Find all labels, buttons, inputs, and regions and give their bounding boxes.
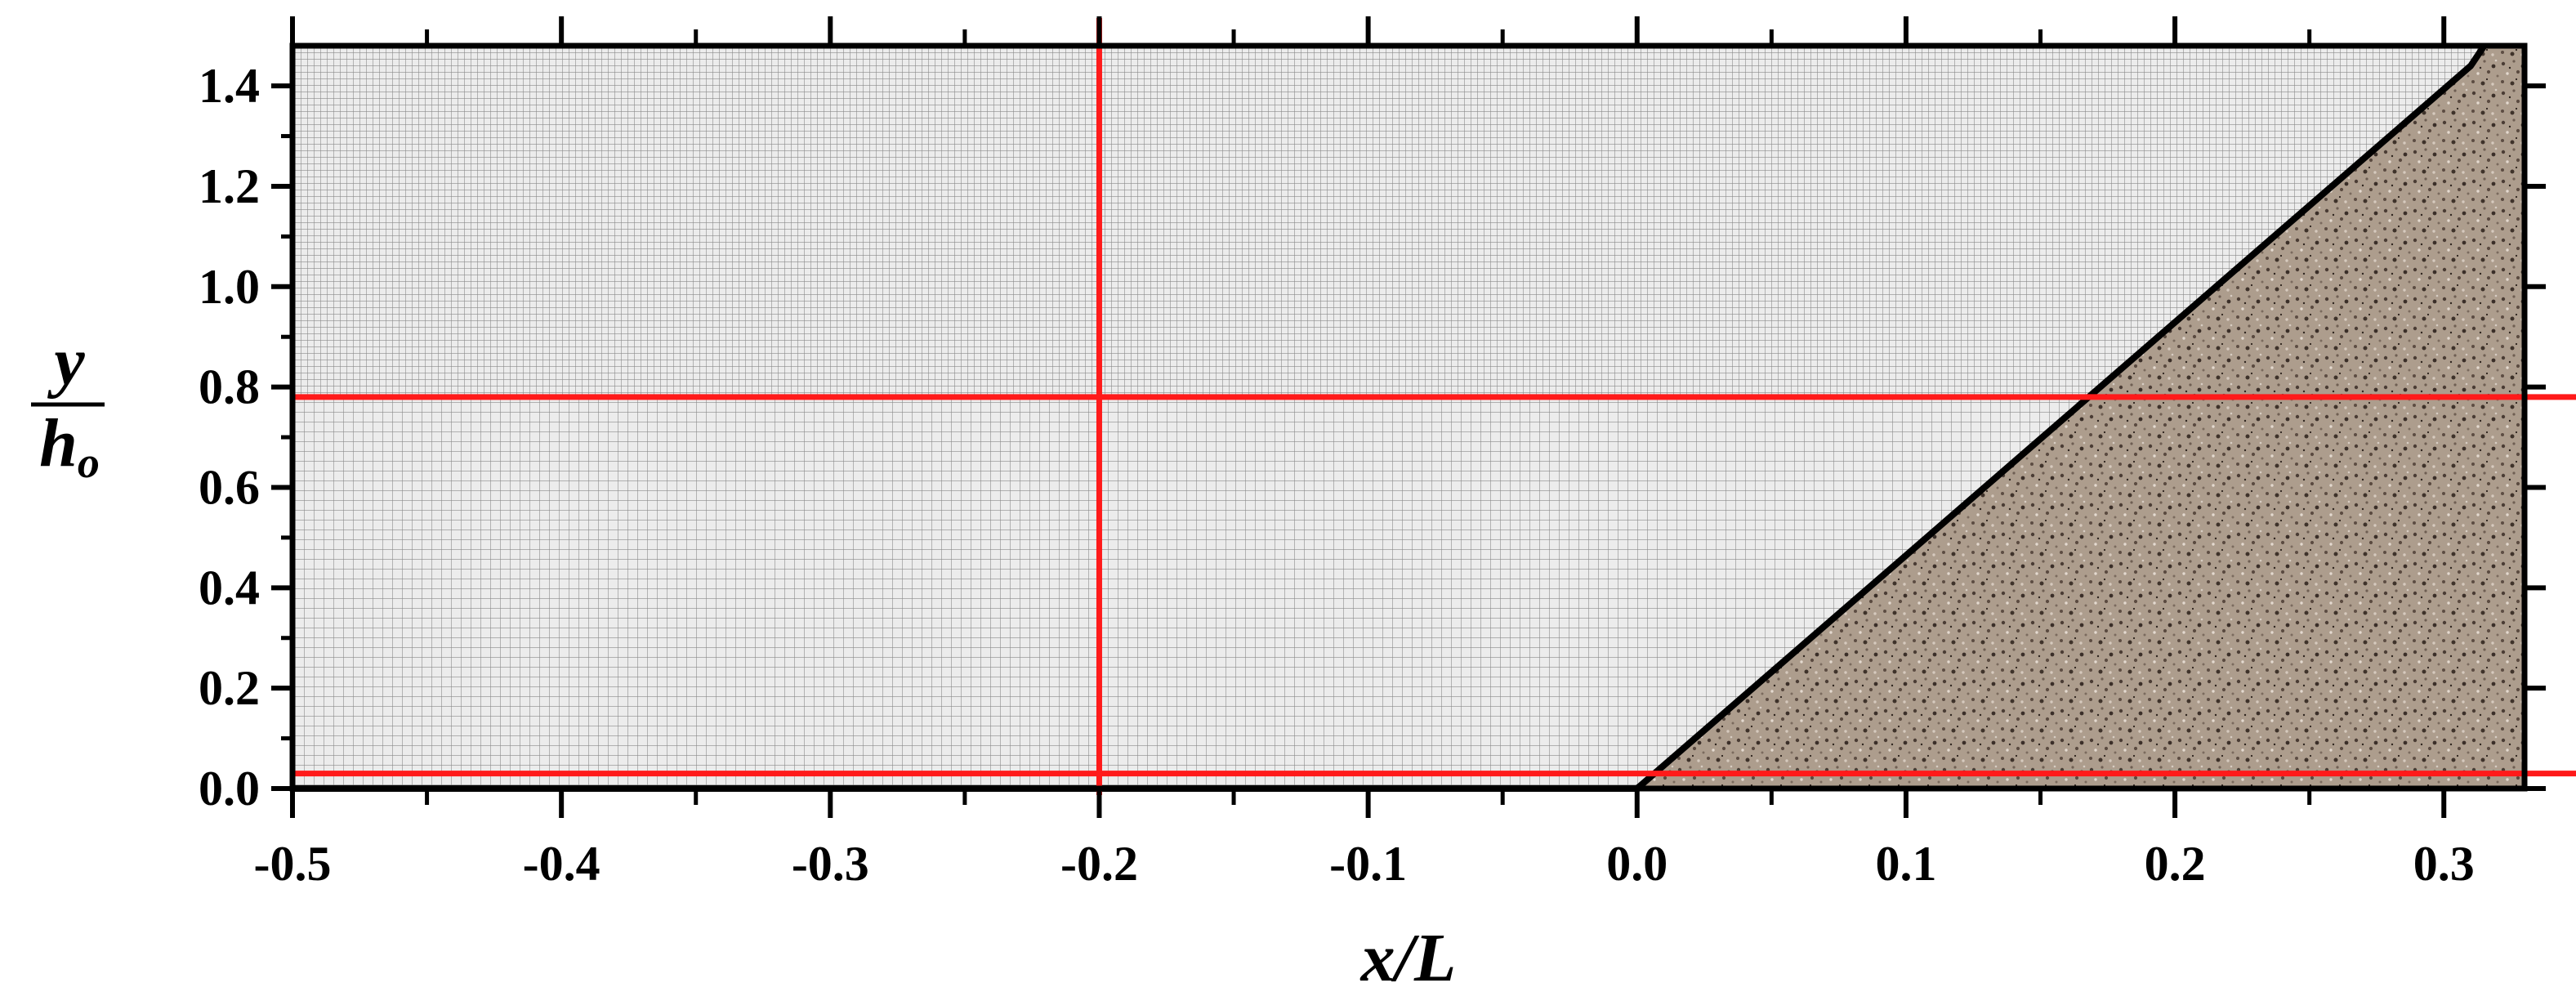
x-tick-label: 0.0	[1606, 837, 1667, 891]
y-tick-label: 1.4	[199, 59, 260, 113]
axes: -0.5 -0.4 -0.3 -0.2 -0.1 0.0 0.1 0.2 0.3 0.0 0.2 0.…	[199, 16, 2546, 891]
y-axis-title: y ho	[31, 324, 105, 487]
y-axis-title-denominator: ho	[39, 405, 100, 487]
y-axis-title-numerator: y	[47, 324, 85, 400]
x-tick-label: -0.4	[523, 837, 600, 891]
y-tick-label: 1.0	[199, 260, 260, 314]
x-tick-label: -0.5	[254, 837, 332, 891]
x-tick-label: 0.1	[1875, 837, 1936, 891]
x-tick-label: 0.2	[2145, 837, 2206, 891]
plot-frame	[289, 42, 2528, 792]
y-tick-label: 0.8	[199, 360, 260, 414]
x-tick-label: -0.1	[1329, 837, 1407, 891]
plot-area	[292, 18, 2576, 795]
y-tick-label: 0.4	[199, 561, 260, 614]
x-axis-title: x/L	[1359, 920, 1457, 992]
slope-region	[1636, 46, 2525, 789]
y-tick-label: 0.6	[199, 460, 260, 514]
y-tick-label: 1.2	[199, 159, 260, 213]
x-tick-label: -0.2	[1060, 837, 1138, 891]
y-axis-title-denominator-main: h	[39, 405, 78, 481]
slope-boundary-line	[1635, 43, 2487, 792]
y-tick-label: 0.0	[199, 762, 260, 815]
y-tick-label: 0.2	[199, 661, 260, 715]
y-axis-title-subscript: o	[78, 438, 100, 487]
x-tick-label: -0.3	[792, 837, 869, 891]
x-tick-label: 0.3	[2413, 837, 2475, 891]
